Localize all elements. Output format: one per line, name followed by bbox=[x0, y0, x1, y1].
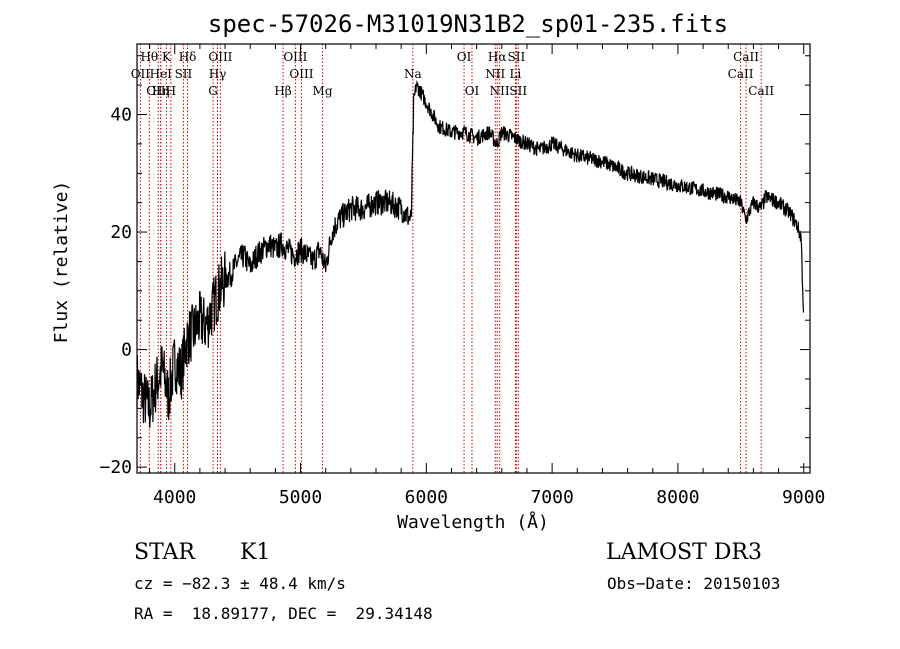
line-label: Na bbox=[404, 67, 422, 81]
chart-title: spec-57026-M31019N31B2_sp01-235.fits bbox=[208, 10, 728, 38]
redshift-text: cz = −82.3 ± 48.4 km/s bbox=[134, 574, 346, 593]
line-markers bbox=[139, 44, 762, 473]
line-label: OIII bbox=[289, 67, 313, 81]
y-tick-label: 0 bbox=[121, 340, 132, 361]
line-label: SII bbox=[508, 50, 526, 64]
line-label: Hβ bbox=[274, 84, 291, 98]
line-label: SII bbox=[175, 67, 193, 81]
plot-frame bbox=[136, 43, 811, 474]
y-axis-label: Flux (relative) bbox=[51, 181, 72, 344]
y-tick-label: 20 bbox=[110, 222, 132, 243]
x-tick-label: 6000 bbox=[405, 487, 448, 508]
obs-date: Obs−Date: 20150103 bbox=[607, 574, 781, 593]
line-label: H bbox=[166, 84, 176, 98]
line-label: Hδ bbox=[179, 50, 197, 64]
line-label: Hγ bbox=[209, 67, 227, 81]
x-axis-label: Wavelength (Å) bbox=[397, 511, 549, 533]
x-axis: 4000 5000 6000 7000 8000 9000 bbox=[149, 44, 825, 508]
x-tick-label: 9000 bbox=[782, 487, 825, 508]
line-label: Hθ bbox=[140, 50, 158, 64]
line-label: Li bbox=[509, 67, 521, 81]
line-label: OIII bbox=[283, 50, 307, 64]
y-tick-label: 40 bbox=[110, 105, 132, 126]
line-label: Mg bbox=[313, 84, 333, 98]
line-label: Hη bbox=[152, 84, 170, 98]
y-tick-label: −20 bbox=[99, 457, 132, 478]
line-label: OI bbox=[465, 84, 480, 98]
line-label: OIII bbox=[146, 84, 170, 98]
line-label: Hα bbox=[488, 50, 507, 64]
survey-name: LAMOST DR3 bbox=[606, 540, 762, 565]
line-label: CaII bbox=[728, 67, 754, 81]
line-label: HeI bbox=[150, 67, 173, 81]
subclass: K1 bbox=[240, 540, 271, 565]
x-tick-label: 4000 bbox=[153, 487, 196, 508]
x-tick-label: 8000 bbox=[656, 487, 699, 508]
line-label: K bbox=[162, 50, 172, 64]
x-tick-label: 7000 bbox=[530, 487, 573, 508]
spectrum-line bbox=[136, 79, 805, 428]
line-label: CaII bbox=[733, 50, 759, 64]
line-label: G bbox=[208, 84, 218, 98]
line-label: OII bbox=[131, 67, 151, 81]
line-label: NII bbox=[490, 84, 510, 98]
object-class: STAR bbox=[134, 540, 195, 565]
y-axis: −20 0 20 40 bbox=[99, 55, 810, 478]
coordinates: RA = 18.89177, DEC = 29.34148 bbox=[134, 604, 433, 623]
line-label: OI bbox=[457, 50, 472, 64]
line-label: OIII bbox=[208, 50, 232, 64]
line-label: NII bbox=[485, 67, 505, 81]
line-label: CaII bbox=[748, 84, 774, 98]
x-tick-label: 5000 bbox=[279, 487, 322, 508]
line-label: SII bbox=[509, 84, 527, 98]
